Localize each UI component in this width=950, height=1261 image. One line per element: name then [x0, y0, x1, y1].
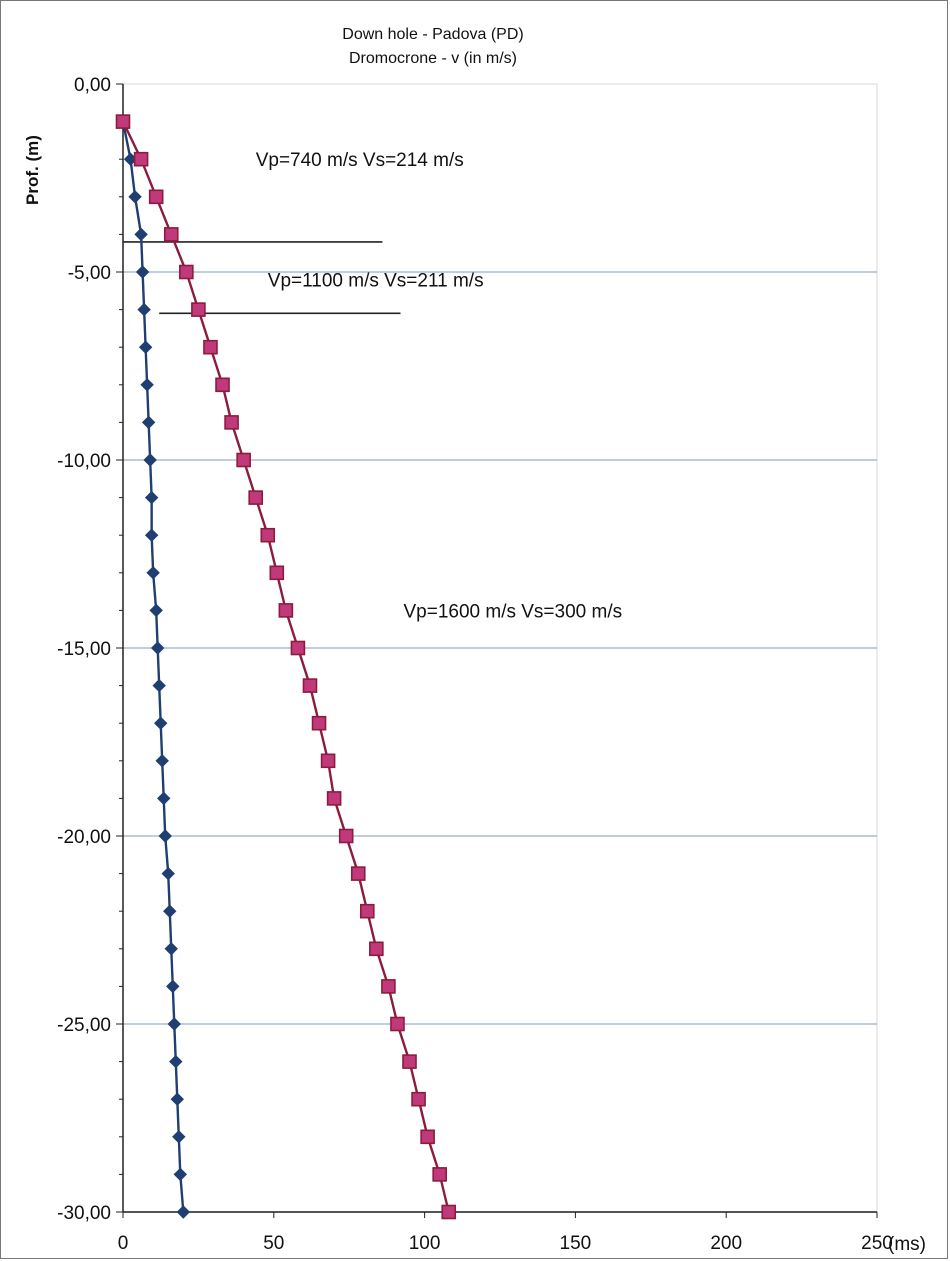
data-point-square — [179, 264, 194, 280]
series-layer — [115, 114, 457, 1220]
data-point-diamond — [143, 453, 157, 467]
data-point-diamond — [144, 528, 159, 542]
data-point-square — [115, 114, 131, 129]
velocity-annotation: Vp=740 m/s Vs=214 m/s — [256, 150, 464, 171]
data-point-square — [148, 189, 164, 205]
data-point-square — [311, 715, 327, 731]
data-point-diamond — [134, 227, 148, 242]
y-tick-label: -5,00 — [68, 263, 111, 284]
velocity-annotation: Vp=1100 m/s Vs=211 m/s — [268, 271, 484, 292]
data-point-diamond — [140, 378, 154, 392]
data-point-square — [326, 791, 342, 806]
x-tick-label: 0 — [118, 1233, 129, 1254]
data-point-square — [278, 603, 294, 618]
velocity-annotation: Vp=1600 m/s Vs=300 m/s — [403, 601, 622, 622]
x-tick-label: 200 — [710, 1233, 742, 1254]
data-point-square — [163, 227, 179, 242]
data-point-square — [260, 527, 276, 543]
data-point-square — [133, 151, 149, 167]
y-tick-label: -15,00 — [57, 639, 111, 660]
annotation-layer: Vp=740 m/s Vs=214 m/s Vp=1100 m/s Vs=211 … — [256, 150, 622, 622]
y-axis-title: Prof. (m) — [23, 135, 42, 205]
data-point-square — [191, 302, 206, 317]
data-point-diamond — [176, 1205, 191, 1219]
data-point-square — [369, 941, 384, 957]
chart-title: Down hole - Padova (PD) — [342, 26, 523, 43]
data-point-diamond — [152, 678, 166, 693]
data-point-square — [203, 339, 218, 355]
data-point-diamond — [138, 340, 153, 354]
data-point-square — [402, 1054, 417, 1069]
data-point-diamond — [158, 829, 172, 843]
data-point-square — [350, 866, 366, 881]
data-point-diamond — [149, 603, 163, 618]
data-point-square — [290, 640, 306, 656]
data-point-diamond — [137, 302, 151, 317]
chart-subtitle: Dromocrone - v (in m/s) — [349, 50, 517, 67]
data-point-square — [302, 678, 318, 693]
data-point-diamond — [141, 415, 156, 430]
x-axis-title: (ms) — [888, 1234, 926, 1255]
y-tick-label: -10,00 — [57, 451, 111, 472]
series-line-1 — [121, 121, 185, 1213]
grid-layer — [122, 83, 878, 1213]
y-tick-label: 0,00 — [74, 75, 111, 96]
data-point-square — [269, 565, 285, 581]
data-point-square — [432, 1167, 447, 1182]
data-point-square — [411, 1091, 426, 1107]
data-point-square — [390, 1016, 405, 1032]
data-point-square — [215, 377, 230, 393]
data-point-diamond — [164, 942, 178, 956]
data-point-diamond — [146, 566, 160, 580]
data-point-diamond — [170, 1092, 184, 1106]
data-point-diamond — [135, 265, 150, 279]
data-point-diamond — [172, 1130, 186, 1144]
data-point-diamond — [150, 641, 165, 655]
data-point-diamond — [173, 1167, 188, 1182]
y-tick-label: -20,00 — [57, 827, 111, 848]
data-point-diamond — [166, 979, 180, 994]
x-tick-label: 150 — [560, 1233, 592, 1254]
data-point-diamond — [161, 866, 175, 881]
data-point-diamond — [128, 190, 142, 204]
data-point-diamond — [167, 1017, 181, 1031]
data-point-square — [420, 1129, 435, 1145]
data-point-square — [320, 753, 336, 769]
x-tick-label: 250 — [861, 1233, 893, 1254]
data-point-diamond — [163, 904, 177, 918]
data-point-square — [359, 903, 375, 919]
y-tick-label: -25,00 — [57, 1015, 111, 1036]
y-tick-label: -30,00 — [57, 1203, 111, 1224]
data-point-diamond — [153, 716, 168, 730]
axis-layer: 0,00 -5,00 -10,00 -15,00 -20,00 -25,00 -30,00 0… — [57, 75, 893, 1254]
x-tick-label: 50 — [263, 1233, 284, 1254]
data-point-square — [224, 415, 239, 430]
data-point-diamond — [157, 791, 171, 806]
data-point-square — [441, 1204, 457, 1220]
data-point-diamond — [155, 754, 169, 768]
data-point-square — [338, 828, 354, 844]
data-point-square — [236, 452, 251, 468]
data-point-square — [248, 490, 264, 505]
data-point-square — [381, 979, 396, 994]
data-point-diamond — [144, 490, 159, 505]
x-tick-label: 100 — [409, 1233, 441, 1254]
data-point-diamond — [169, 1054, 183, 1069]
